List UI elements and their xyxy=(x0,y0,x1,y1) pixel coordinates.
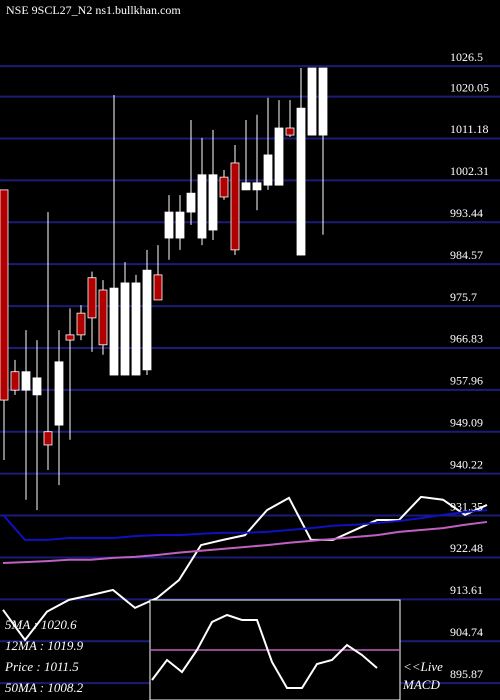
legend-entry: 50MA : 1008.2 xyxy=(5,680,84,695)
candle-body xyxy=(32,377,42,396)
macd-line xyxy=(151,613,378,689)
indicator-line xyxy=(2,509,488,541)
macd-label: <<Live xyxy=(403,659,443,674)
candle-body xyxy=(252,182,262,191)
y-tick-label: 922.48 xyxy=(450,541,483,555)
candles xyxy=(0,67,328,511)
candle-body xyxy=(230,162,240,251)
candle-body xyxy=(153,274,163,301)
candle-body xyxy=(208,174,218,231)
y-tick-label: 993.44 xyxy=(450,206,483,220)
y-tick-label: 904.74 xyxy=(450,625,483,639)
y-tick-label: 984.57 xyxy=(450,248,483,262)
candle-body xyxy=(186,192,196,213)
candle-body xyxy=(21,371,31,391)
grid xyxy=(0,65,500,685)
candle-body xyxy=(131,282,141,376)
y-tick-label: 957.96 xyxy=(450,374,483,388)
y-tick-label: 931.35 xyxy=(450,499,483,513)
legend-entry: Price : 1011.5 xyxy=(4,659,79,674)
candle-body xyxy=(54,361,64,426)
indicators xyxy=(2,495,488,642)
candle-body xyxy=(76,312,86,336)
candle-body xyxy=(175,211,185,239)
chart-title: NSE 9SCL27_N2 ns1.bullkhan.com xyxy=(6,3,181,17)
y-tick-label: 949.09 xyxy=(450,416,483,430)
candle-body xyxy=(219,176,229,198)
candle-body xyxy=(120,282,130,376)
candle-body xyxy=(318,67,328,136)
candle-body xyxy=(241,182,251,191)
y-tick-label: 940.22 xyxy=(450,457,483,471)
candle-body xyxy=(65,334,75,341)
y-tick-label: 1002.31 xyxy=(450,164,489,178)
legend-entry: 5MA : 1020.6 xyxy=(5,617,77,632)
candle-body xyxy=(263,154,273,186)
candle-body xyxy=(10,371,20,391)
candle-body xyxy=(197,174,207,239)
indicator-line xyxy=(2,520,488,565)
y-tick-label: 913.61 xyxy=(450,583,483,597)
y-tick-label: 1011.18 xyxy=(450,122,489,136)
candle-body xyxy=(142,269,152,371)
candle-body xyxy=(98,289,108,346)
candle-body xyxy=(307,67,317,136)
y-tick-label: 1026.5 xyxy=(450,50,483,64)
candle-body xyxy=(0,189,9,401)
candle-body xyxy=(43,431,53,446)
y-tick-label: 966.83 xyxy=(450,332,483,346)
candle-body xyxy=(164,211,174,239)
candle-body xyxy=(87,277,97,319)
candle-body xyxy=(296,107,306,256)
candle-body xyxy=(274,127,284,186)
y-tick-label: 975.7 xyxy=(450,290,477,304)
legend-entry: 12MA : 1019.9 xyxy=(5,638,84,653)
y-tick-label: 895.87 xyxy=(450,667,483,681)
candle-body xyxy=(285,127,295,136)
candle-body xyxy=(109,287,119,376)
macd-label: MACD xyxy=(402,677,440,692)
y-tick-label: 1020.05 xyxy=(450,80,489,94)
labels: 1026.5 1020.05 1011.18 1002.31 993.44 984.57 9… xyxy=(450,50,489,681)
indicator-line xyxy=(2,495,488,642)
